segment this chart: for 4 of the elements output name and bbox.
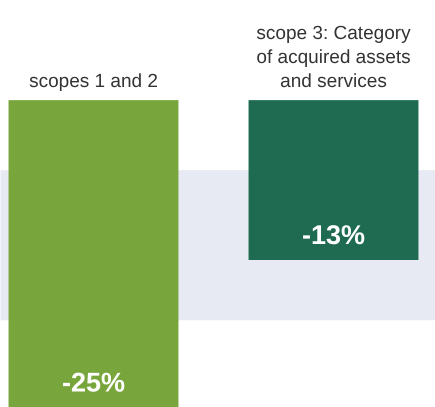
x-tick-label: scopes 1 and 2 (29, 71, 158, 92)
data-label: -25% (62, 368, 126, 398)
data-label: -13% (302, 220, 366, 250)
x-tick-label: scope 3: Category of acquired assets and services (256, 22, 412, 92)
